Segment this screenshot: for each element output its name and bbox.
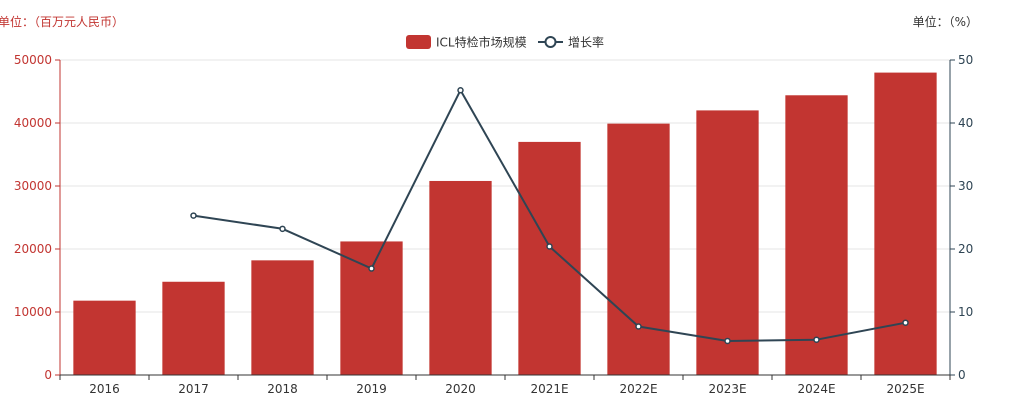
x-axis-tick-label: 2020 [445,382,476,396]
x-axis-tick-label: 2018 [267,382,298,396]
x-axis-tick-label: 2021E [530,382,568,396]
bar [340,241,403,375]
legend-line-marker [544,36,557,48]
bar [429,180,492,375]
bar [162,281,225,375]
left-axis-unit-label: 单位：（百万元人民币） [0,14,124,29]
legend-label-bar-series: ICL特检市场规模 [436,35,527,50]
legend-item-line-series[interactable]: 增长率 [538,35,604,50]
growth-rate-point [368,265,375,272]
right-axis-tick-label: 0 [958,368,966,382]
right-axis-tick-label: 40 [958,116,973,130]
growth-rate-point [457,86,464,94]
left-axis-tick-label: 40000 [14,116,52,130]
legend-label-line-series: 增长率 [568,35,604,50]
left-axis-tick-label: 30000 [14,179,52,193]
bar [785,95,848,375]
right-axis-tick-label: 20 [958,242,973,256]
x-axis-tick-label: 2019 [356,382,387,396]
right-axis-tick-label: 10 [958,305,973,319]
left-axis-tick-label: 50000 [14,53,52,67]
legend[interactable]: ICL特检市场规模 增长率 [406,35,604,50]
growth-rate-point [546,243,553,250]
bar-series [73,72,937,376]
bar [874,72,937,375]
bar [696,110,759,376]
x-axis-tick-label: 2022E [619,382,657,396]
x-axis-tick-label: 2025E [886,382,924,396]
growth-rate-point [635,323,642,330]
legend-bar-swatch [406,35,431,49]
growth-rate-point [813,336,820,343]
x-axis-tick-label: 2017 [178,382,209,396]
bar [518,141,581,375]
x-axis-tick-label: 2016 [89,382,120,396]
x-axis-tick-label: 2023E [708,382,746,396]
left-axis-tick-label: 20000 [14,242,52,256]
bar [73,300,136,375]
axes: 0 0 10000 10 20000 20 30000 30 40000 40 50000 50 201… [14,53,973,396]
left-axis-tick-label: 0 [44,368,52,382]
growth-rate-point [190,212,197,219]
growth-rate-point [279,225,286,233]
x-axis-tick-label: 2024E [797,382,835,396]
right-axis-tick-label: 50 [958,53,973,67]
legend-item-bar-series[interactable]: ICL特检市场规模 [406,35,527,50]
growth-rate-point [902,319,909,326]
growth-rate-point [724,337,731,345]
left-axis-tick-label: 10000 [14,305,52,319]
right-axis-unit-label: 单位：（%） [913,14,978,29]
right-axis-tick-label: 30 [958,179,973,193]
bar [607,123,670,375]
bar [251,260,314,375]
line-series [190,86,909,345]
